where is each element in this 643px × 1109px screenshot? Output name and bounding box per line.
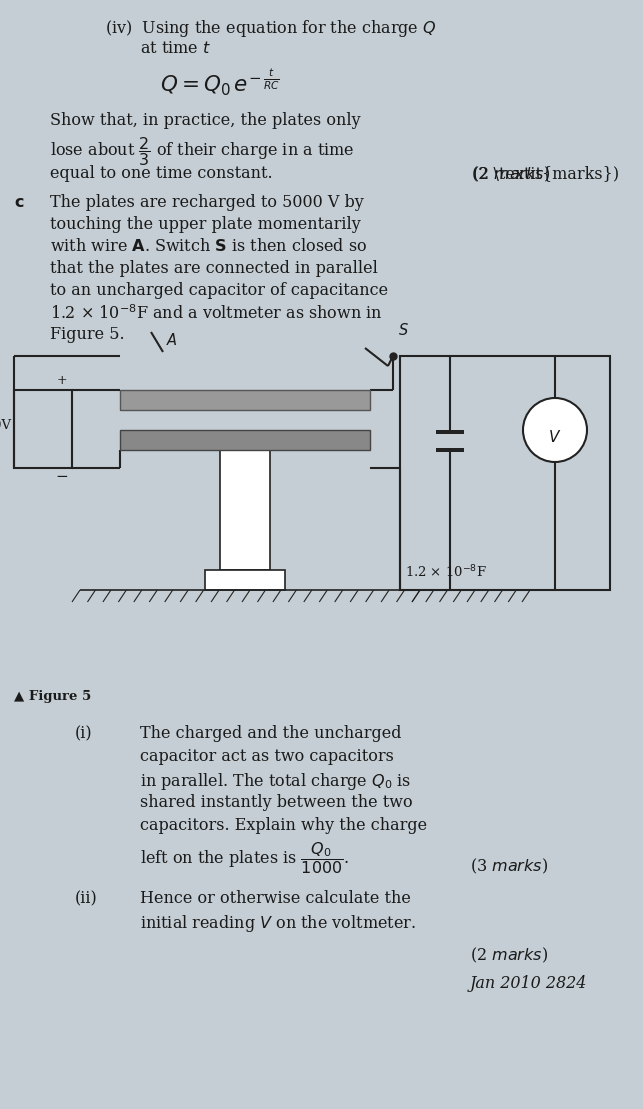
Text: 1.2 × 10$^{-8}$F: 1.2 × 10$^{-8}$F [405,563,487,580]
Text: $\mathbf{c}$: $\mathbf{c}$ [14,194,24,211]
Text: Hence or otherwise calculate the: Hence or otherwise calculate the [140,891,411,907]
Bar [436,430,464,434]
Text: 5000V: 5000V [0,419,12,433]
Text: $V$: $V$ [548,429,561,445]
Text: with wire $\mathbf{A}$. Switch $\mathbf{S}$ is then closed so: with wire $\mathbf{A}$. Switch $\mathbf{… [50,238,367,255]
Bar [14,390,72,468]
Text: shared instantly between the two: shared instantly between the two [140,794,413,811]
Text: lose about $\dfrac{2}{3}$ of their charge in a time: lose about $\dfrac{2}{3}$ of their charg… [50,135,354,167]
Text: (i): (i) [75,725,93,742]
Text: (ii): (ii) [75,891,98,907]
Text: to an uncharged capacitor of capacitance: to an uncharged capacitor of capacitance [50,282,388,299]
Text: (2 \textit{marks}): (2 \textit{marks}) [472,165,619,182]
Text: at time $t$: at time $t$ [140,40,211,57]
Text: equal to one time constant.: equal to one time constant. [50,165,273,182]
Bar [205,570,285,590]
Text: Jan 2010 2824: Jan 2010 2824 [470,975,587,991]
Text: capacitor act as two capacitors: capacitor act as two capacitors [140,747,394,765]
Text: 1.2 × 10$^{-8}$F and a voltmeter as shown in: 1.2 × 10$^{-8}$F and a voltmeter as show… [50,304,383,323]
Text: (2 $\it{marks}$): (2 $\it{marks}$) [472,165,550,184]
Text: $S$: $S$ [398,322,409,338]
Text: ▲ Figure 5: ▲ Figure 5 [14,690,91,703]
Text: touching the upper plate momentarily: touching the upper plate momentarily [50,216,361,233]
Text: Show that, in practice, the plates only: Show that, in practice, the plates only [50,112,361,129]
Text: that the plates are connected in parallel: that the plates are connected in paralle… [50,260,378,277]
Text: +: + [57,374,68,387]
Text: The plates are recharged to 5000 V by: The plates are recharged to 5000 V by [50,194,364,211]
Text: −: − [56,470,68,484]
Text: initial reading $V$ on the voltmeter.: initial reading $V$ on the voltmeter. [140,913,416,934]
Text: Figure 5.: Figure 5. [50,326,125,343]
Text: left on the plates is $\dfrac{Q_0}{1000}$.: left on the plates is $\dfrac{Q_0}{1000}… [140,840,349,876]
Text: $A$: $A$ [166,332,177,348]
Bar [220,450,270,570]
Circle shape [523,398,587,462]
Bar [436,448,464,452]
Bar [400,356,610,590]
Bar [120,430,370,450]
Text: capacitors. Explain why the charge: capacitors. Explain why the charge [140,817,427,834]
Text: $Q = Q_0\,e^{-\,\frac{t}{RC}}$: $Q = Q_0\,e^{-\,\frac{t}{RC}}$ [160,68,280,99]
Text: The charged and the uncharged: The charged and the uncharged [140,725,401,742]
Text: (3 $\it{marks}$): (3 $\it{marks}$) [470,857,548,876]
Text: (iv)  Using the equation for the charge $Q$: (iv) Using the equation for the charge $… [105,18,437,39]
Bar [120,390,370,410]
Text: (2 $\it{marks}$): (2 $\it{marks}$) [470,946,548,965]
Text: in parallel. The total charge $Q_0$ is: in parallel. The total charge $Q_0$ is [140,771,412,792]
